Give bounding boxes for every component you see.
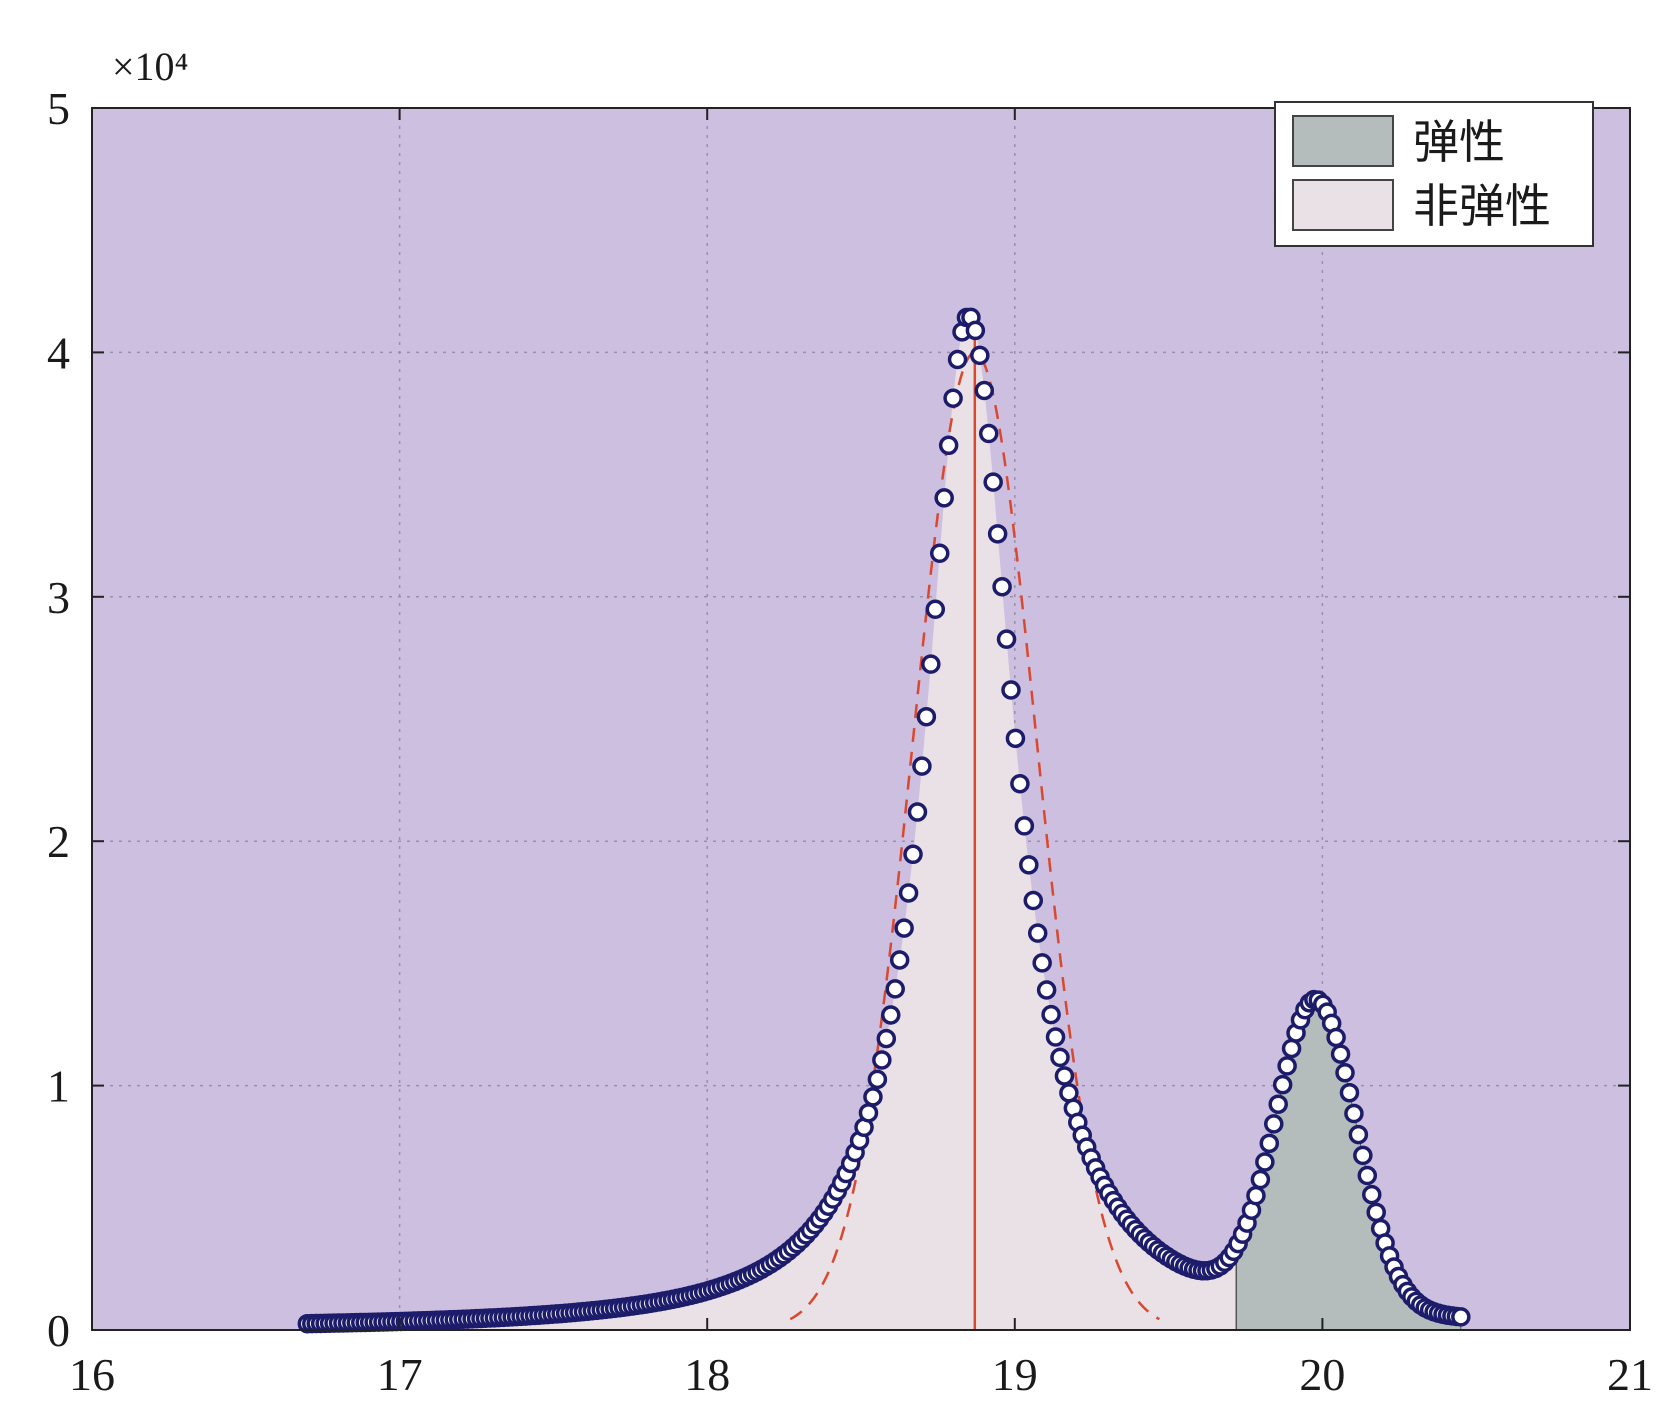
inelastic-area <box>307 315 1237 1330</box>
data-point <box>992 576 1012 597</box>
x-tick-label: 19 <box>992 1349 1038 1400</box>
data-point <box>925 599 946 620</box>
data-point <box>867 1069 888 1090</box>
data-point <box>1268 1094 1288 1114</box>
data-point <box>916 706 937 727</box>
data-point <box>921 654 941 674</box>
y-multiplier-label: ×10⁴ <box>112 44 189 89</box>
data-point <box>1281 1038 1302 1059</box>
y-tick-label: 0 <box>47 1305 70 1356</box>
data-point <box>1014 816 1035 836</box>
legend-label: 弹性 <box>1413 115 1505 169</box>
data-point <box>978 423 999 444</box>
data-point <box>1330 1044 1351 1064</box>
data-point <box>929 543 950 564</box>
ticks: 16 17 18 19 20 21 0 1 2 3 4 5 <box>47 83 1653 1400</box>
x-tick-label: 16 <box>69 1349 115 1400</box>
data-point <box>894 918 914 938</box>
data-point <box>1045 1027 1066 1047</box>
data-point <box>996 629 1017 649</box>
legend-swatch <box>1292 179 1394 231</box>
data-point <box>970 345 990 366</box>
data-point <box>1353 1145 1373 1166</box>
data-point <box>1005 728 1026 749</box>
data-point <box>1246 1185 1266 1206</box>
data-point <box>1362 1184 1382 1205</box>
data-point <box>1023 890 1044 911</box>
x-tick-label: 17 <box>377 1349 423 1400</box>
data-point <box>1059 1083 1079 1103</box>
data-point <box>1326 1027 1346 1048</box>
data-point <box>858 1103 879 1123</box>
data-point <box>881 1005 901 1025</box>
y-tick-label: 2 <box>47 816 70 867</box>
data-point <box>1357 1165 1378 1186</box>
data-point <box>1277 1056 1297 1076</box>
y-tick-label: 5 <box>47 83 70 134</box>
legend-swatch <box>1292 115 1394 167</box>
data-point <box>898 883 919 903</box>
data-point <box>947 349 968 370</box>
data-point <box>1027 923 1048 943</box>
data-point <box>943 388 963 408</box>
data-point <box>1348 1124 1369 1145</box>
data-point <box>876 1028 897 1049</box>
y-tick-label: 1 <box>47 1061 70 1112</box>
data-point <box>1335 1062 1355 1083</box>
data-point <box>863 1087 883 1107</box>
data-point <box>1264 1114 1284 1134</box>
x-tick-label: 21 <box>1607 1349 1653 1400</box>
data-point <box>1054 1066 1075 1086</box>
data-point <box>1001 680 1021 700</box>
data-point <box>983 472 1003 492</box>
y-tick-label: 4 <box>47 327 70 378</box>
y-tick-label: 3 <box>47 572 70 623</box>
data-point <box>1272 1074 1293 1095</box>
axes-frame <box>91 107 1631 1331</box>
data-point <box>1344 1103 1364 1124</box>
data-point <box>1259 1133 1280 1154</box>
data-point <box>1255 1152 1275 1172</box>
data-point <box>1050 1047 1070 1068</box>
data-point <box>912 756 932 776</box>
data-point <box>1041 1004 1061 1025</box>
data-point <box>907 802 928 822</box>
data-point <box>889 950 910 970</box>
data-point <box>1010 773 1030 794</box>
data-point <box>938 435 959 456</box>
data-point <box>987 524 1008 544</box>
data-point <box>1019 855 1039 875</box>
data-point <box>1036 980 1057 1000</box>
data-point <box>1250 1169 1271 1190</box>
data-point <box>974 380 995 401</box>
data-point <box>1339 1082 1360 1103</box>
legend-label: 非弹性 <box>1413 179 1551 233</box>
data-point <box>903 844 923 865</box>
data-point <box>1451 1307 1471 1327</box>
data-point <box>872 1050 892 1070</box>
data-point <box>934 488 954 508</box>
data-point <box>965 320 986 341</box>
x-tick-label: 18 <box>684 1349 730 1400</box>
data-markers <box>297 307 1471 1334</box>
x-tick-label: 20 <box>1299 1349 1345 1400</box>
data-point <box>885 979 905 999</box>
data-point <box>1366 1202 1386 1223</box>
data-point <box>1032 953 1052 973</box>
